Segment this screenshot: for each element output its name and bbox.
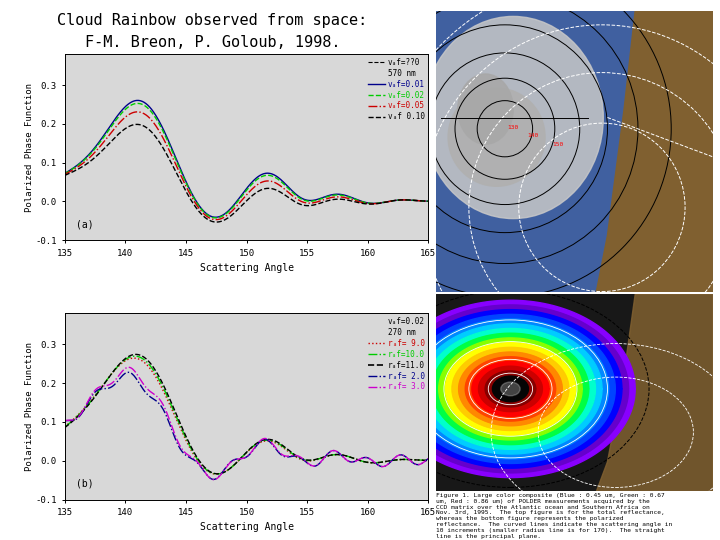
Ellipse shape (423, 16, 603, 219)
Polygon shape (452, 347, 569, 430)
Y-axis label: Polarized Phase Function: Polarized Phase Function (24, 342, 34, 471)
Polygon shape (472, 361, 549, 416)
Polygon shape (399, 309, 622, 468)
Polygon shape (426, 328, 595, 449)
Polygon shape (596, 294, 713, 491)
Circle shape (500, 382, 520, 396)
Text: 130: 130 (508, 125, 519, 130)
Polygon shape (479, 366, 542, 411)
Polygon shape (432, 333, 589, 444)
Polygon shape (413, 319, 608, 459)
Polygon shape (459, 352, 562, 426)
Polygon shape (419, 324, 602, 454)
Text: (b): (b) (76, 478, 94, 488)
Polygon shape (596, 11, 713, 292)
Text: (a): (a) (76, 219, 94, 229)
Polygon shape (485, 371, 536, 407)
Polygon shape (465, 357, 556, 421)
X-axis label: Scattering Angle: Scattering Angle (199, 522, 294, 532)
Text: Cloud Rainbow observed from space:: Cloud Rainbow observed from space: (58, 14, 367, 29)
Polygon shape (438, 338, 582, 440)
Ellipse shape (448, 88, 545, 186)
Y-axis label: Polarized Phase Function: Polarized Phase Function (24, 83, 34, 212)
Polygon shape (386, 300, 635, 477)
Text: F-M. Breon, P. Goloub, 1998.: F-M. Breon, P. Goloub, 1998. (85, 35, 340, 50)
Polygon shape (392, 305, 629, 473)
X-axis label: Scattering Angle: Scattering Angle (199, 263, 294, 273)
Text: 150: 150 (552, 141, 563, 146)
Polygon shape (405, 314, 616, 463)
Legend: vₐf=??0, 570 nm, vₐf=0.01, vₐf=0.02, vₐf=0.05, vₐf 0.10: vₐf=??0, 570 nm, vₐf=0.01, vₐf=0.02, vₐf… (368, 58, 425, 122)
Text: Figure 1. Large color composite (Blue : 0.45 um, Green : 0.67
um, Red : 0.86 um): Figure 1. Large color composite (Blue : … (436, 493, 672, 538)
Legend: vₐf=0.02, 270 nm, rₐf= 9.0, rₐf=10.0, rₐf=11.0, rₐf= 2.0, rₐf= 3.0: vₐf=0.02, 270 nm, rₐf= 9.0, rₐf=10.0, rₐ… (368, 317, 425, 392)
Text: 140: 140 (527, 133, 539, 138)
Ellipse shape (458, 74, 513, 144)
Polygon shape (446, 342, 575, 435)
Circle shape (492, 376, 528, 402)
